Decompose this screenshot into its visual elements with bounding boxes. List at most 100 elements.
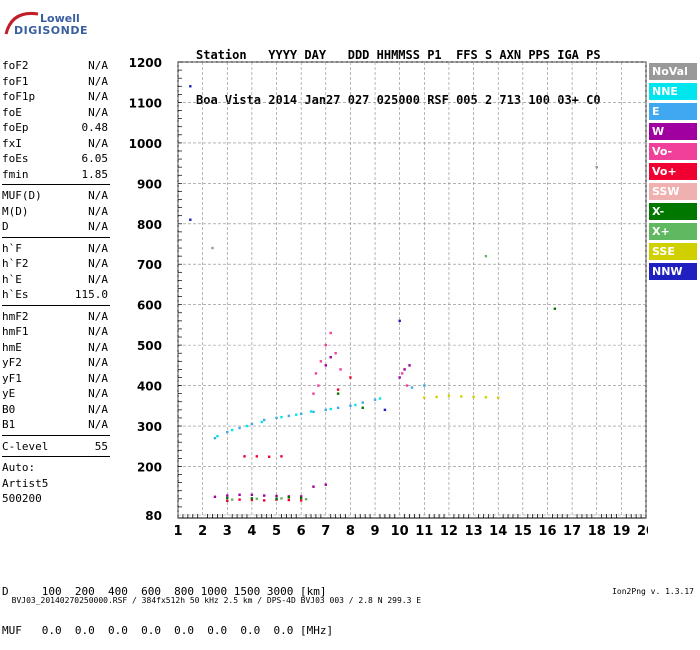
data-point — [230, 498, 234, 501]
data-point — [250, 493, 254, 496]
param-name: fxI — [2, 136, 22, 150]
param-row-mufd: MUF(D) N/A — [2, 188, 110, 204]
x-tick-label: 20 — [637, 524, 648, 539]
x-tick-label: 7 — [321, 524, 330, 539]
data-point — [263, 499, 266, 502]
y-tick-label: 1000 — [129, 137, 162, 151]
data-point — [558, 97, 561, 100]
data-point — [189, 218, 192, 221]
data-point — [238, 493, 241, 496]
data-point — [230, 428, 234, 432]
data-point — [255, 497, 259, 501]
x-tick-label: 12 — [440, 524, 458, 539]
data-point — [324, 408, 327, 412]
y-tick-label: 200 — [137, 460, 162, 474]
data-point — [595, 165, 598, 169]
data-point — [213, 436, 217, 440]
logo-line2: DIGISONDE — [14, 24, 88, 37]
param-name: foF1p — [2, 90, 36, 103]
data-point — [324, 343, 327, 347]
data-point — [263, 494, 266, 497]
param-name: foF1 — [2, 74, 29, 88]
param-row-he: h`E N/A — [2, 272, 110, 288]
legend-item-ssw: SSW — [649, 183, 697, 200]
param-row-d: D N/A — [2, 219, 110, 235]
data-point — [189, 85, 192, 88]
data-point — [255, 455, 259, 458]
param-value: N/A — [88, 402, 108, 416]
param-row-yf2: yF2 N/A — [2, 355, 110, 371]
param-row-md: M(D) N/A — [2, 204, 110, 220]
param-name: h`Es — [2, 288, 29, 301]
data-point — [334, 352, 337, 355]
data-point — [336, 406, 340, 410]
param-value: N/A — [88, 257, 108, 270]
param-name: yE — [2, 387, 16, 400]
autoscale-text: Artist5 — [2, 476, 49, 490]
data-point — [312, 485, 315, 488]
data-point — [329, 407, 332, 411]
data-point — [287, 498, 291, 502]
data-point — [317, 384, 320, 387]
legend-item-sse: SSE — [649, 243, 697, 260]
legend-item-vo: Vo+ — [649, 163, 697, 180]
data-point — [400, 372, 404, 375]
data-point — [312, 392, 315, 395]
data-point — [250, 497, 254, 500]
data-point — [238, 498, 241, 501]
legend-item-noval: NoVal — [649, 63, 697, 80]
x-tick-label: 19 — [612, 524, 630, 539]
data-point — [280, 455, 283, 458]
param-name: yF1 — [2, 371, 22, 385]
x-tick-label: 11 — [415, 524, 433, 539]
param-row-ye: yE N/A — [2, 386, 110, 402]
param-name: yF2 — [2, 356, 22, 369]
data-point — [361, 406, 364, 410]
param-name: foEp — [2, 121, 29, 134]
y-tick-label: 400 — [137, 380, 162, 394]
data-point — [423, 396, 426, 399]
param-separator — [2, 304, 110, 306]
autoscale-text: 500200 — [2, 492, 42, 505]
data-point — [405, 384, 409, 387]
data-point — [336, 392, 340, 395]
data-point — [267, 455, 271, 458]
param-name: fmin — [2, 167, 29, 181]
param-value: 55 — [94, 439, 108, 453]
param-value: 1.85 — [81, 167, 109, 181]
param-name: MUF(D) — [2, 189, 42, 202]
x-tick-label: 6 — [297, 524, 306, 539]
legend-item-vo: Vo- — [649, 143, 697, 160]
param-name: h`E — [2, 272, 22, 286]
x-tick-label: 13 — [465, 524, 483, 539]
legend-item-x: X- — [649, 203, 697, 220]
logo-line1: Lowell — [40, 12, 80, 25]
data-point — [319, 360, 323, 363]
y-tick-label: 600 — [137, 299, 162, 313]
param-value: 115.0 — [74, 288, 108, 301]
data-point — [354, 403, 357, 407]
data-point — [373, 398, 377, 401]
param-name: M(D) — [2, 204, 29, 218]
param-name: h`F2 — [2, 257, 29, 270]
param-value: N/A — [88, 387, 108, 400]
param-separator — [2, 434, 110, 436]
param-row-hf2: h`F2 N/A — [2, 256, 110, 272]
param-value: N/A — [88, 204, 108, 218]
footer-file-info: BVJ03_20140270250000.RSF / 384fx512h 50 … — [11, 596, 422, 605]
data-point — [226, 430, 229, 434]
param-value: 0.48 — [81, 121, 109, 134]
param-value: N/A — [88, 74, 108, 88]
param-row-hmf2: hmF2 N/A — [2, 309, 110, 325]
param-row-foep: foEp 0.48 — [2, 120, 110, 136]
x-tick-label: 16 — [538, 524, 556, 539]
data-point — [484, 396, 488, 399]
param-value: 6.05 — [81, 152, 109, 165]
param-value: N/A — [88, 136, 108, 150]
data-point — [213, 495, 217, 498]
data-point — [408, 364, 411, 367]
data-point — [324, 364, 327, 367]
data-point — [472, 395, 475, 399]
logo-swoosh-icon — [4, 11, 39, 35]
data-point — [263, 418, 266, 422]
